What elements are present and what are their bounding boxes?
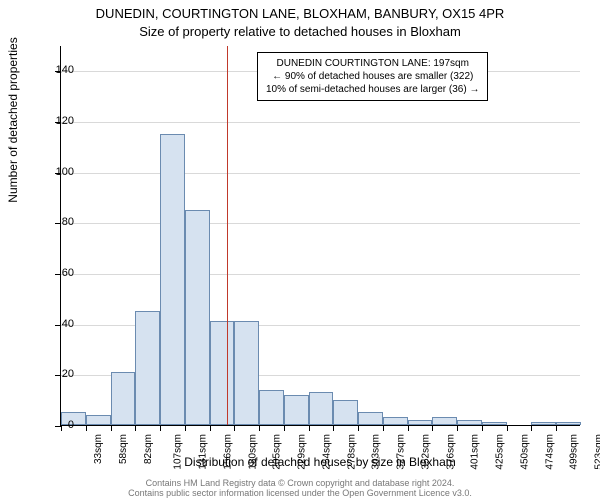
histogram-bar <box>408 420 433 425</box>
histogram-bar <box>135 311 160 425</box>
x-tick <box>507 425 508 431</box>
x-tick-label: 229sqm <box>297 434 308 470</box>
histogram-bar <box>333 400 358 425</box>
histogram-bar <box>160 134 185 425</box>
y-tick-label: 140 <box>44 64 74 76</box>
x-tick-label: 474sqm <box>544 434 555 470</box>
x-tick <box>531 425 532 431</box>
y-tick-label: 100 <box>44 166 74 178</box>
y-tick-label: 60 <box>44 267 74 279</box>
x-tick <box>259 425 260 431</box>
x-tick <box>457 425 458 431</box>
x-tick-label: 254sqm <box>321 434 332 470</box>
x-tick-label: 499sqm <box>569 434 580 470</box>
grid-line <box>61 173 580 174</box>
y-tick-label: 20 <box>44 368 74 380</box>
y-tick-label: 120 <box>44 115 74 127</box>
histogram-bar <box>358 412 383 425</box>
x-tick <box>432 425 433 431</box>
histogram-bar <box>482 422 507 425</box>
x-tick <box>383 425 384 431</box>
x-tick-label: 156sqm <box>222 434 233 470</box>
x-tick <box>86 425 87 431</box>
x-tick <box>408 425 409 431</box>
plot-area: DUNEDIN COURTINGTON LANE: 197sqm ← 90% o… <box>60 46 580 426</box>
x-tick <box>284 425 285 431</box>
y-axis-label: Number of detached properties <box>6 0 26 310</box>
annotation-line1: DUNEDIN COURTINGTON LANE: 197sqm <box>266 57 479 70</box>
chart-title-line2: Size of property relative to detached ho… <box>0 24 600 39</box>
x-tick <box>358 425 359 431</box>
x-tick <box>185 425 186 431</box>
x-tick <box>556 425 557 431</box>
chart-container: DUNEDIN, COURTINGTON LANE, BLOXHAM, BANB… <box>0 0 600 500</box>
x-tick-label: 376sqm <box>445 434 456 470</box>
y-tick-label: 80 <box>44 216 74 228</box>
annotation-line2: ← 90% of detached houses are smaller (32… <box>266 70 479 83</box>
x-tick <box>482 425 483 431</box>
grid-line <box>61 223 580 224</box>
x-tick <box>309 425 310 431</box>
y-tick-label: 0 <box>44 419 74 431</box>
histogram-bar <box>86 415 111 425</box>
y-tick-label: 40 <box>44 318 74 330</box>
histogram-bar <box>556 422 581 425</box>
x-tick-label: 107sqm <box>173 434 184 470</box>
footer-line1: Contains HM Land Registry data © Crown c… <box>0 478 600 488</box>
x-tick <box>111 425 112 431</box>
histogram-bar <box>185 210 210 425</box>
x-tick-label: 425sqm <box>495 434 506 470</box>
footer-line2: Contains public sector information licen… <box>0 488 600 498</box>
histogram-bar <box>457 420 482 425</box>
x-tick-label: 523sqm <box>594 434 600 470</box>
x-tick <box>135 425 136 431</box>
x-tick-label: 33sqm <box>93 434 104 464</box>
histogram-bar <box>531 422 556 425</box>
x-tick <box>160 425 161 431</box>
footer-text: Contains HM Land Registry data © Crown c… <box>0 478 600 498</box>
histogram-bar <box>432 417 457 425</box>
x-tick-label: 278sqm <box>346 434 357 470</box>
x-tick <box>333 425 334 431</box>
histogram-bar <box>210 321 235 425</box>
histogram-bar <box>111 372 136 425</box>
grid-line <box>61 274 580 275</box>
x-tick-label: 58sqm <box>118 434 129 464</box>
x-tick-label: 303sqm <box>371 434 382 470</box>
histogram-bar <box>234 321 259 425</box>
x-tick-label: 450sqm <box>520 434 531 470</box>
histogram-bar <box>383 417 408 425</box>
histogram-bar <box>284 395 309 425</box>
reference-line <box>227 46 228 425</box>
x-tick-label: 327sqm <box>396 434 407 470</box>
x-tick-label: 205sqm <box>272 434 283 470</box>
histogram-bar <box>259 390 284 425</box>
annotation-line3: 10% of semi-detached houses are larger (… <box>266 83 479 96</box>
x-tick-label: 180sqm <box>247 434 258 470</box>
annotation-box: DUNEDIN COURTINGTON LANE: 197sqm ← 90% o… <box>257 52 488 101</box>
x-tick-label: 131sqm <box>198 434 209 470</box>
x-tick <box>210 425 211 431</box>
histogram-bar <box>309 392 334 425</box>
x-tick-label: 352sqm <box>420 434 431 470</box>
grid-line <box>61 122 580 123</box>
chart-title-line1: DUNEDIN, COURTINGTON LANE, BLOXHAM, BANB… <box>0 6 600 21</box>
x-tick <box>234 425 235 431</box>
x-tick-label: 82sqm <box>143 434 154 464</box>
x-tick-label: 401sqm <box>470 434 481 470</box>
